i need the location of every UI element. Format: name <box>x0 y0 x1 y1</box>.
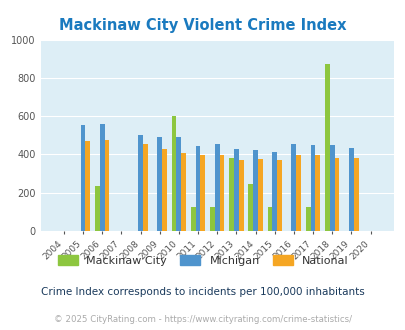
Bar <box>209 207 214 231</box>
Bar <box>162 148 166 231</box>
Bar <box>291 144 296 231</box>
Bar <box>181 153 185 231</box>
Bar <box>138 135 143 231</box>
Bar <box>233 149 238 231</box>
Bar <box>253 150 257 231</box>
Bar <box>272 151 277 231</box>
Bar <box>81 125 85 231</box>
Bar <box>277 160 281 231</box>
Bar <box>195 146 200 231</box>
Bar <box>324 64 329 231</box>
Bar <box>214 144 219 231</box>
Bar <box>157 137 162 231</box>
Bar <box>85 141 90 231</box>
Legend: Mackinaw City, Michigan, National: Mackinaw City, Michigan, National <box>54 251 351 269</box>
Bar <box>296 155 301 231</box>
Bar <box>267 207 272 231</box>
Bar <box>305 207 310 231</box>
Bar <box>143 144 147 231</box>
Text: Mackinaw City Violent Crime Index: Mackinaw City Violent Crime Index <box>59 18 346 33</box>
Bar <box>176 137 181 231</box>
Bar <box>248 184 253 231</box>
Bar <box>257 159 262 231</box>
Bar <box>229 158 233 231</box>
Bar <box>200 155 205 231</box>
Bar <box>353 158 358 231</box>
Bar <box>310 145 315 231</box>
Text: © 2025 CityRating.com - https://www.cityrating.com/crime-statistics/: © 2025 CityRating.com - https://www.city… <box>54 315 351 324</box>
Bar <box>95 186 100 231</box>
Bar <box>100 124 104 231</box>
Bar <box>315 155 320 231</box>
Bar <box>348 148 353 231</box>
Bar <box>171 115 176 231</box>
Bar <box>190 207 195 231</box>
Bar <box>329 145 334 231</box>
Bar <box>104 140 109 231</box>
Bar <box>219 155 224 231</box>
Bar <box>334 158 339 231</box>
Text: Crime Index corresponds to incidents per 100,000 inhabitants: Crime Index corresponds to incidents per… <box>41 287 364 297</box>
Bar <box>238 160 243 231</box>
